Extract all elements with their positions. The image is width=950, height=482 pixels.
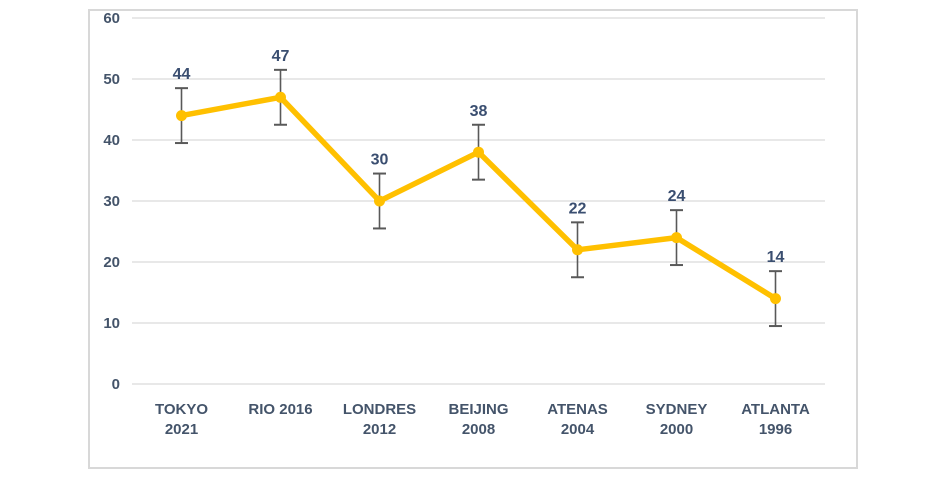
data-point-marker [176,110,187,122]
data-point-marker [374,195,385,207]
x-category-label: ATENAS 2004 [547,401,608,438]
y-tick-label: 50 [103,71,120,88]
data-point-marker [473,146,484,158]
data-point-marker [572,244,583,256]
x-category-label: ATLANTA 1996 [741,401,810,438]
y-tick-label: 60 [103,11,120,27]
y-tick-label: 0 [112,376,120,393]
data-label: 22 [569,200,587,217]
chart-frame: 0 10 20 30 40 50 60 44 47 30 38 22 24 14 TOKYO 2021 RIO … [88,9,858,469]
data-label: 38 [470,103,488,120]
data-point-marker [275,91,286,103]
y-tick-label: 40 [103,132,120,149]
x-category-label: TOKYO 2021 [155,401,208,438]
data-label: 24 [668,188,686,205]
y-tick-label: 10 [103,315,120,332]
x-category-label: LONDRES 2012 [343,401,416,438]
data-point-marker [671,232,682,244]
x-category-label: SYDNEY 2000 [646,401,708,438]
y-tick-label: 20 [103,254,120,271]
data-label: 47 [272,48,290,65]
data-label: 44 [173,66,191,83]
x-category-label: BEIJING 2008 [448,401,508,438]
data-label: 14 [767,249,785,266]
data-point-marker [770,293,781,305]
line-chart: 0 10 20 30 40 50 60 44 47 30 38 22 24 14 TOKYO 2021 RIO … [103,11,825,438]
x-category-label: RIO 2016 [248,401,312,418]
y-tick-label: 30 [103,193,120,210]
data-label: 30 [371,152,389,169]
